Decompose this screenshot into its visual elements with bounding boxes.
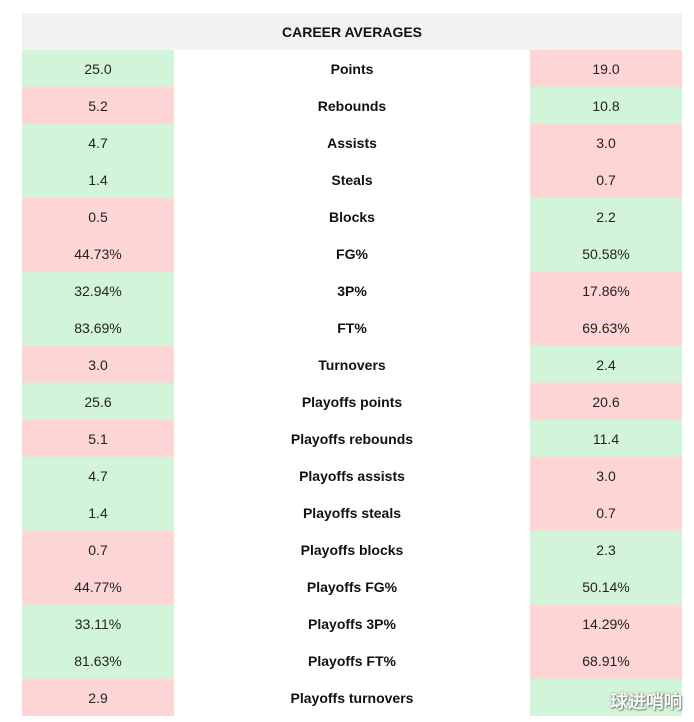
stat-label: Playoffs 3P% <box>174 605 530 642</box>
left-player-value: 4.7 <box>22 124 174 161</box>
left-player-value: 81.63% <box>22 642 174 679</box>
right-player-value <box>530 679 682 716</box>
table-row: 25.6 Playoffs points 20.6 <box>22 383 682 420</box>
table-row: 1.4 Steals 0.7 <box>22 161 682 198</box>
stat-label: Playoffs FT% <box>174 642 530 679</box>
right-player-value: 11.4 <box>530 420 682 457</box>
career-averages-table: CAREER AVERAGES 25.0 Points 19.0 5.2 Rebound… <box>22 13 682 716</box>
left-player-value: 5.2 <box>22 87 174 124</box>
left-player-value: 25.6 <box>22 383 174 420</box>
left-player-value: 1.4 <box>22 161 174 198</box>
stat-label: Playoffs turnovers <box>174 679 530 716</box>
table-row: 83.69% FT% 69.63% <box>22 309 682 346</box>
table-row: 0.7 Playoffs blocks 2.3 <box>22 531 682 568</box>
left-player-value: 2.9 <box>22 679 174 716</box>
stat-label: Playoffs FG% <box>174 568 530 605</box>
stat-label: FG% <box>174 235 530 272</box>
right-player-value: 19.0 <box>530 50 682 87</box>
table-row: 81.63% Playoffs FT% 68.91% <box>22 642 682 679</box>
table-row: 4.7 Assists 3.0 <box>22 124 682 161</box>
right-player-value: 2.4 <box>530 346 682 383</box>
left-player-value: 33.11% <box>22 605 174 642</box>
left-player-value: 5.1 <box>22 420 174 457</box>
left-player-value: 4.7 <box>22 457 174 494</box>
right-player-value: 10.8 <box>530 87 682 124</box>
right-player-value: 3.0 <box>530 124 682 161</box>
stat-rows: 25.0 Points 19.0 5.2 Rebounds 10.8 4.7 Assists 3… <box>22 50 682 716</box>
table-row: 1.4 Playoffs steals 0.7 <box>22 494 682 531</box>
right-player-value: 20.6 <box>530 383 682 420</box>
stat-label: Steals <box>174 161 530 198</box>
table-row: 5.1 Playoffs rebounds 11.4 <box>22 420 682 457</box>
left-player-value: 83.69% <box>22 309 174 346</box>
left-player-value: 32.94% <box>22 272 174 309</box>
table-row: 25.0 Points 19.0 <box>22 50 682 87</box>
right-player-value: 2.3 <box>530 531 682 568</box>
left-player-value: 3.0 <box>22 346 174 383</box>
table-row: 4.7 Playoffs assists 3.0 <box>22 457 682 494</box>
stat-label: 3P% <box>174 272 530 309</box>
left-player-value: 25.0 <box>22 50 174 87</box>
stat-label: Assists <box>174 124 530 161</box>
right-player-value: 69.63% <box>530 309 682 346</box>
table-row: 44.73% FG% 50.58% <box>22 235 682 272</box>
right-player-value: 50.58% <box>530 235 682 272</box>
stat-label: Playoffs points <box>174 383 530 420</box>
right-player-value: 0.7 <box>530 161 682 198</box>
left-player-value: 0.5 <box>22 198 174 235</box>
table-row: 3.0 Turnovers 2.4 <box>22 346 682 383</box>
stat-label: Playoffs rebounds <box>174 420 530 457</box>
stat-label: Points <box>174 50 530 87</box>
table-row: 44.77% Playoffs FG% 50.14% <box>22 568 682 605</box>
left-player-value: 44.77% <box>22 568 174 605</box>
table-row: 33.11% Playoffs 3P% 14.29% <box>22 605 682 642</box>
left-player-value: 44.73% <box>22 235 174 272</box>
stat-label: Playoffs blocks <box>174 531 530 568</box>
stat-label: Rebounds <box>174 87 530 124</box>
stat-label: Playoffs assists <box>174 457 530 494</box>
table-row: 2.9 Playoffs turnovers <box>22 679 682 716</box>
table-row: 0.5 Blocks 2.2 <box>22 198 682 235</box>
right-player-value: 2.2 <box>530 198 682 235</box>
left-player-value: 1.4 <box>22 494 174 531</box>
table-row: 5.2 Rebounds 10.8 <box>22 87 682 124</box>
stat-label: Playoffs steals <box>174 494 530 531</box>
stat-label: Blocks <box>174 198 530 235</box>
right-player-value: 50.14% <box>530 568 682 605</box>
table-title: CAREER AVERAGES <box>281 23 423 40</box>
stat-label: FT% <box>174 309 530 346</box>
right-player-value: 68.91% <box>530 642 682 679</box>
right-player-value: 0.7 <box>530 494 682 531</box>
left-player-value: 0.7 <box>22 531 174 568</box>
right-player-value: 17.86% <box>530 272 682 309</box>
table-row: 32.94% 3P% 17.86% <box>22 272 682 309</box>
table-header: CAREER AVERAGES <box>22 13 682 50</box>
right-player-value: 3.0 <box>530 457 682 494</box>
right-player-value: 14.29% <box>530 605 682 642</box>
stat-label: Turnovers <box>174 346 530 383</box>
